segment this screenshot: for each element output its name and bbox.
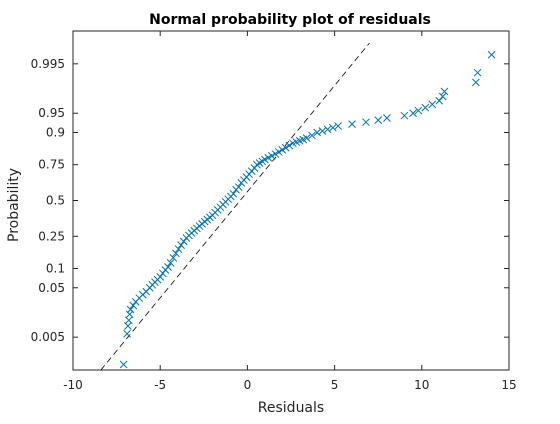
data-point [400, 111, 409, 120]
data-point [313, 128, 322, 137]
data-point [472, 78, 480, 87]
data-point [438, 92, 447, 101]
data-point [414, 106, 423, 115]
data-point [234, 183, 243, 191]
y-tick-label: 0.75 [38, 158, 65, 172]
data-point [229, 189, 238, 198]
data-point [271, 150, 280, 158]
data-point [318, 127, 327, 135]
x-axis: -10 -5 0 5 10 15 [63, 31, 517, 392]
data-point [267, 151, 276, 160]
data-point [409, 109, 417, 118]
y-tick-label: 0.005 [31, 330, 65, 344]
x-tick-label: -10 [63, 378, 83, 392]
data-point [487, 50, 496, 59]
y-axis-label: Probability [6, 168, 22, 242]
data-point [177, 241, 185, 250]
data-point [172, 249, 180, 258]
data-point [435, 96, 444, 105]
data-point [164, 263, 172, 271]
data-point [156, 273, 165, 281]
data-point [166, 258, 175, 267]
data-point [169, 253, 178, 262]
y-tick-label: 0.95 [38, 106, 65, 120]
y-tick-label: 0.05 [38, 281, 65, 295]
data-point [374, 116, 383, 125]
x-tick-label: 0 [244, 378, 252, 392]
data-point [428, 100, 437, 109]
y-tick-label: 0.25 [38, 229, 65, 243]
data-point [179, 237, 188, 246]
data-point [308, 131, 316, 140]
y-tick-label: 0.1 [46, 261, 65, 275]
data-point [421, 103, 430, 112]
x-tick-label: 15 [501, 378, 516, 392]
data-point [323, 125, 332, 134]
plot-frame [72, 30, 510, 371]
data-point [281, 143, 290, 152]
chart-title: Normal probability plot of residuals [149, 12, 431, 28]
data-point [123, 329, 131, 338]
x-tick-label: -5 [154, 378, 166, 392]
data-point [119, 360, 128, 369]
data-point [334, 122, 342, 130]
data-point [126, 305, 135, 314]
data-point [129, 301, 138, 310]
data-point [329, 123, 337, 132]
x-tick-label: 10 [414, 378, 429, 392]
y-axis: 0.005 0.05 0.1 0.25 0.5 0.75 0.9 0.95 0.995 [31, 57, 509, 344]
data-point [274, 148, 283, 156]
x-tick-label: 5 [331, 378, 339, 392]
data-point [278, 146, 287, 154]
data-point [285, 141, 294, 150]
data-point [125, 310, 134, 319]
data-point [473, 68, 482, 77]
data-point [440, 87, 449, 96]
reference-line [100, 42, 370, 371]
data-point [302, 134, 311, 143]
y-tick-label: 0.9 [46, 126, 65, 140]
y-tick-label: 0.995 [31, 57, 65, 71]
x-axis-label: Residuals [258, 400, 324, 416]
data-markers [119, 50, 496, 369]
data-point [383, 114, 391, 122]
y-tick-label: 0.5 [46, 194, 65, 208]
data-point [174, 245, 183, 253]
data-point [348, 120, 356, 128]
data-point [362, 118, 370, 127]
